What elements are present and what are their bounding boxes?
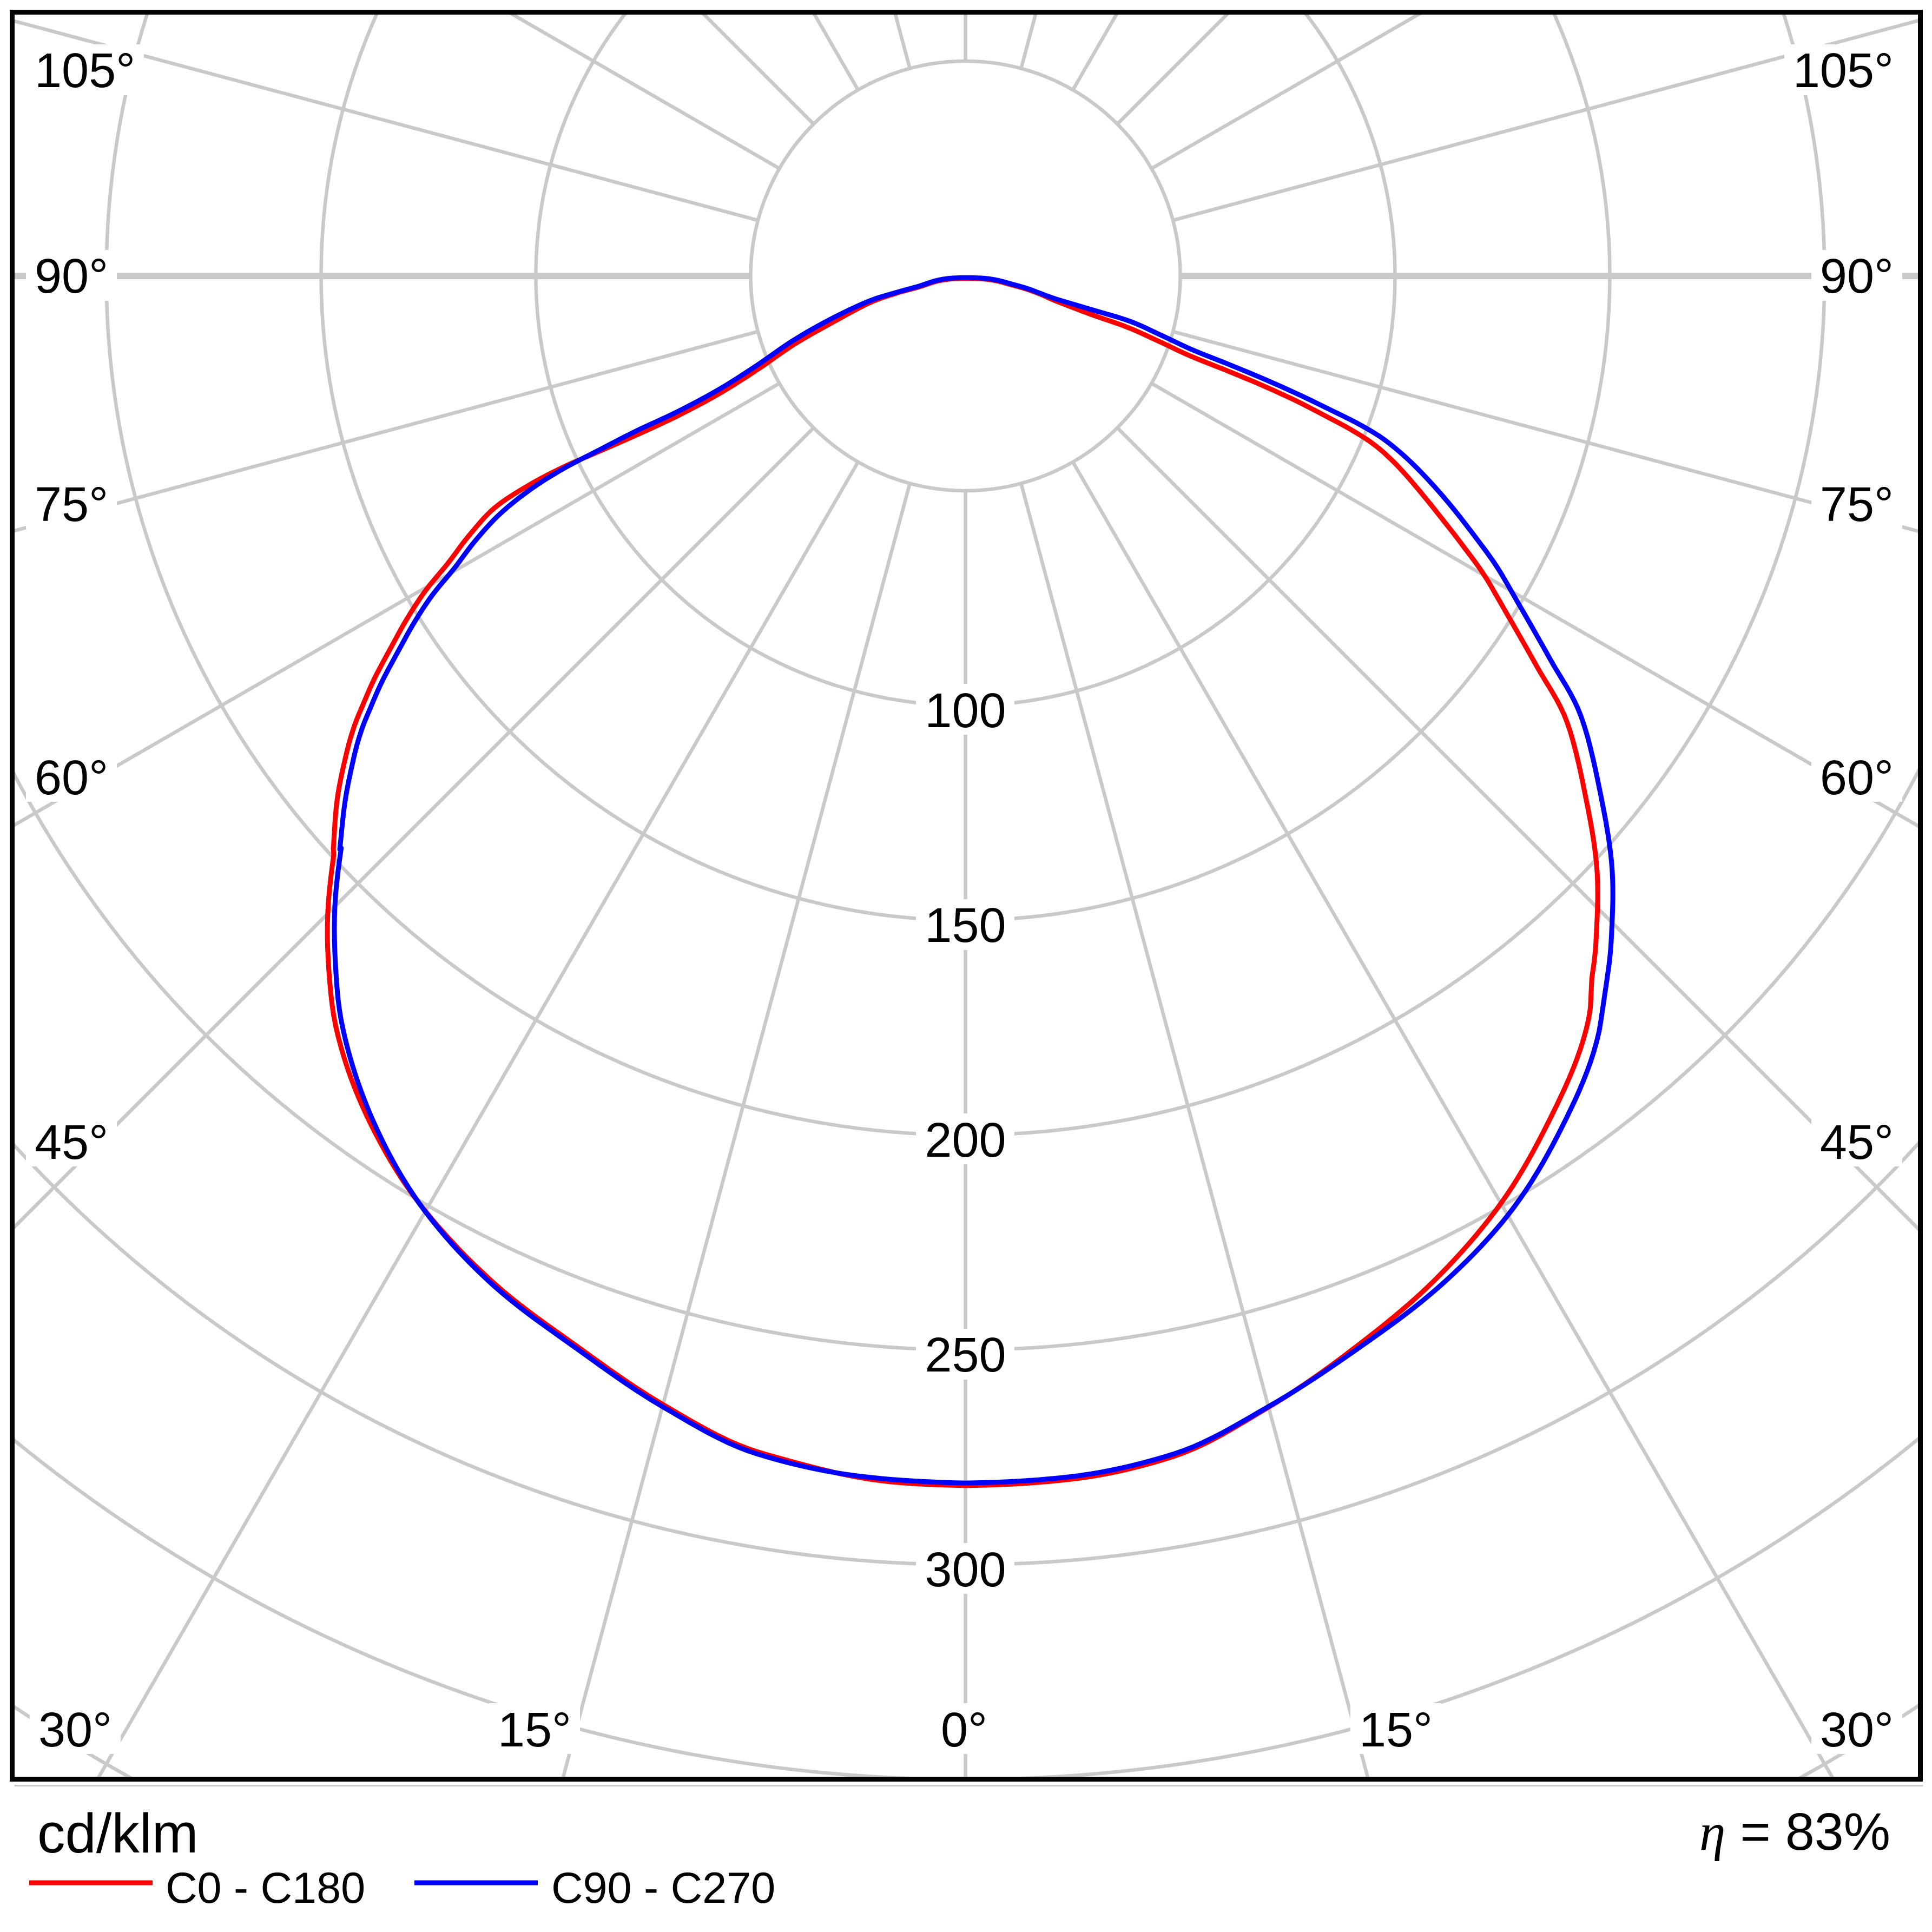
- svg-text:150: 150: [925, 899, 1006, 953]
- svg-text:250: 250: [925, 1328, 1006, 1382]
- svg-text:cd/klm: cd/klm: [37, 1802, 199, 1864]
- svg-text:45°: 45°: [1820, 1116, 1894, 1170]
- svg-text:45°: 45°: [35, 1116, 108, 1170]
- svg-text:100: 100: [925, 684, 1006, 738]
- svg-text:η = 83%: η = 83%: [1699, 1802, 1890, 1861]
- svg-text:0°: 0°: [941, 1703, 987, 1757]
- svg-text:90°: 90°: [35, 249, 108, 304]
- svg-text:15°: 15°: [498, 1703, 571, 1757]
- svg-text:90°: 90°: [1820, 249, 1894, 304]
- svg-text:300: 300: [925, 1543, 1006, 1597]
- svg-text:75°: 75°: [1820, 478, 1894, 532]
- svg-text:C0 - C180: C0 - C180: [166, 1864, 365, 1913]
- svg-text:75°: 75°: [35, 478, 108, 532]
- svg-text:60°: 60°: [1820, 751, 1894, 805]
- svg-text:15°: 15°: [1359, 1703, 1433, 1757]
- svg-text:105°: 105°: [35, 44, 135, 98]
- svg-text:60°: 60°: [35, 751, 108, 805]
- svg-text:200: 200: [925, 1113, 1006, 1168]
- svg-text:30°: 30°: [1820, 1703, 1894, 1757]
- svg-text:30°: 30°: [38, 1703, 112, 1757]
- svg-text:C90 - C270: C90 - C270: [551, 1864, 775, 1913]
- svg-text:105°: 105°: [1793, 44, 1894, 98]
